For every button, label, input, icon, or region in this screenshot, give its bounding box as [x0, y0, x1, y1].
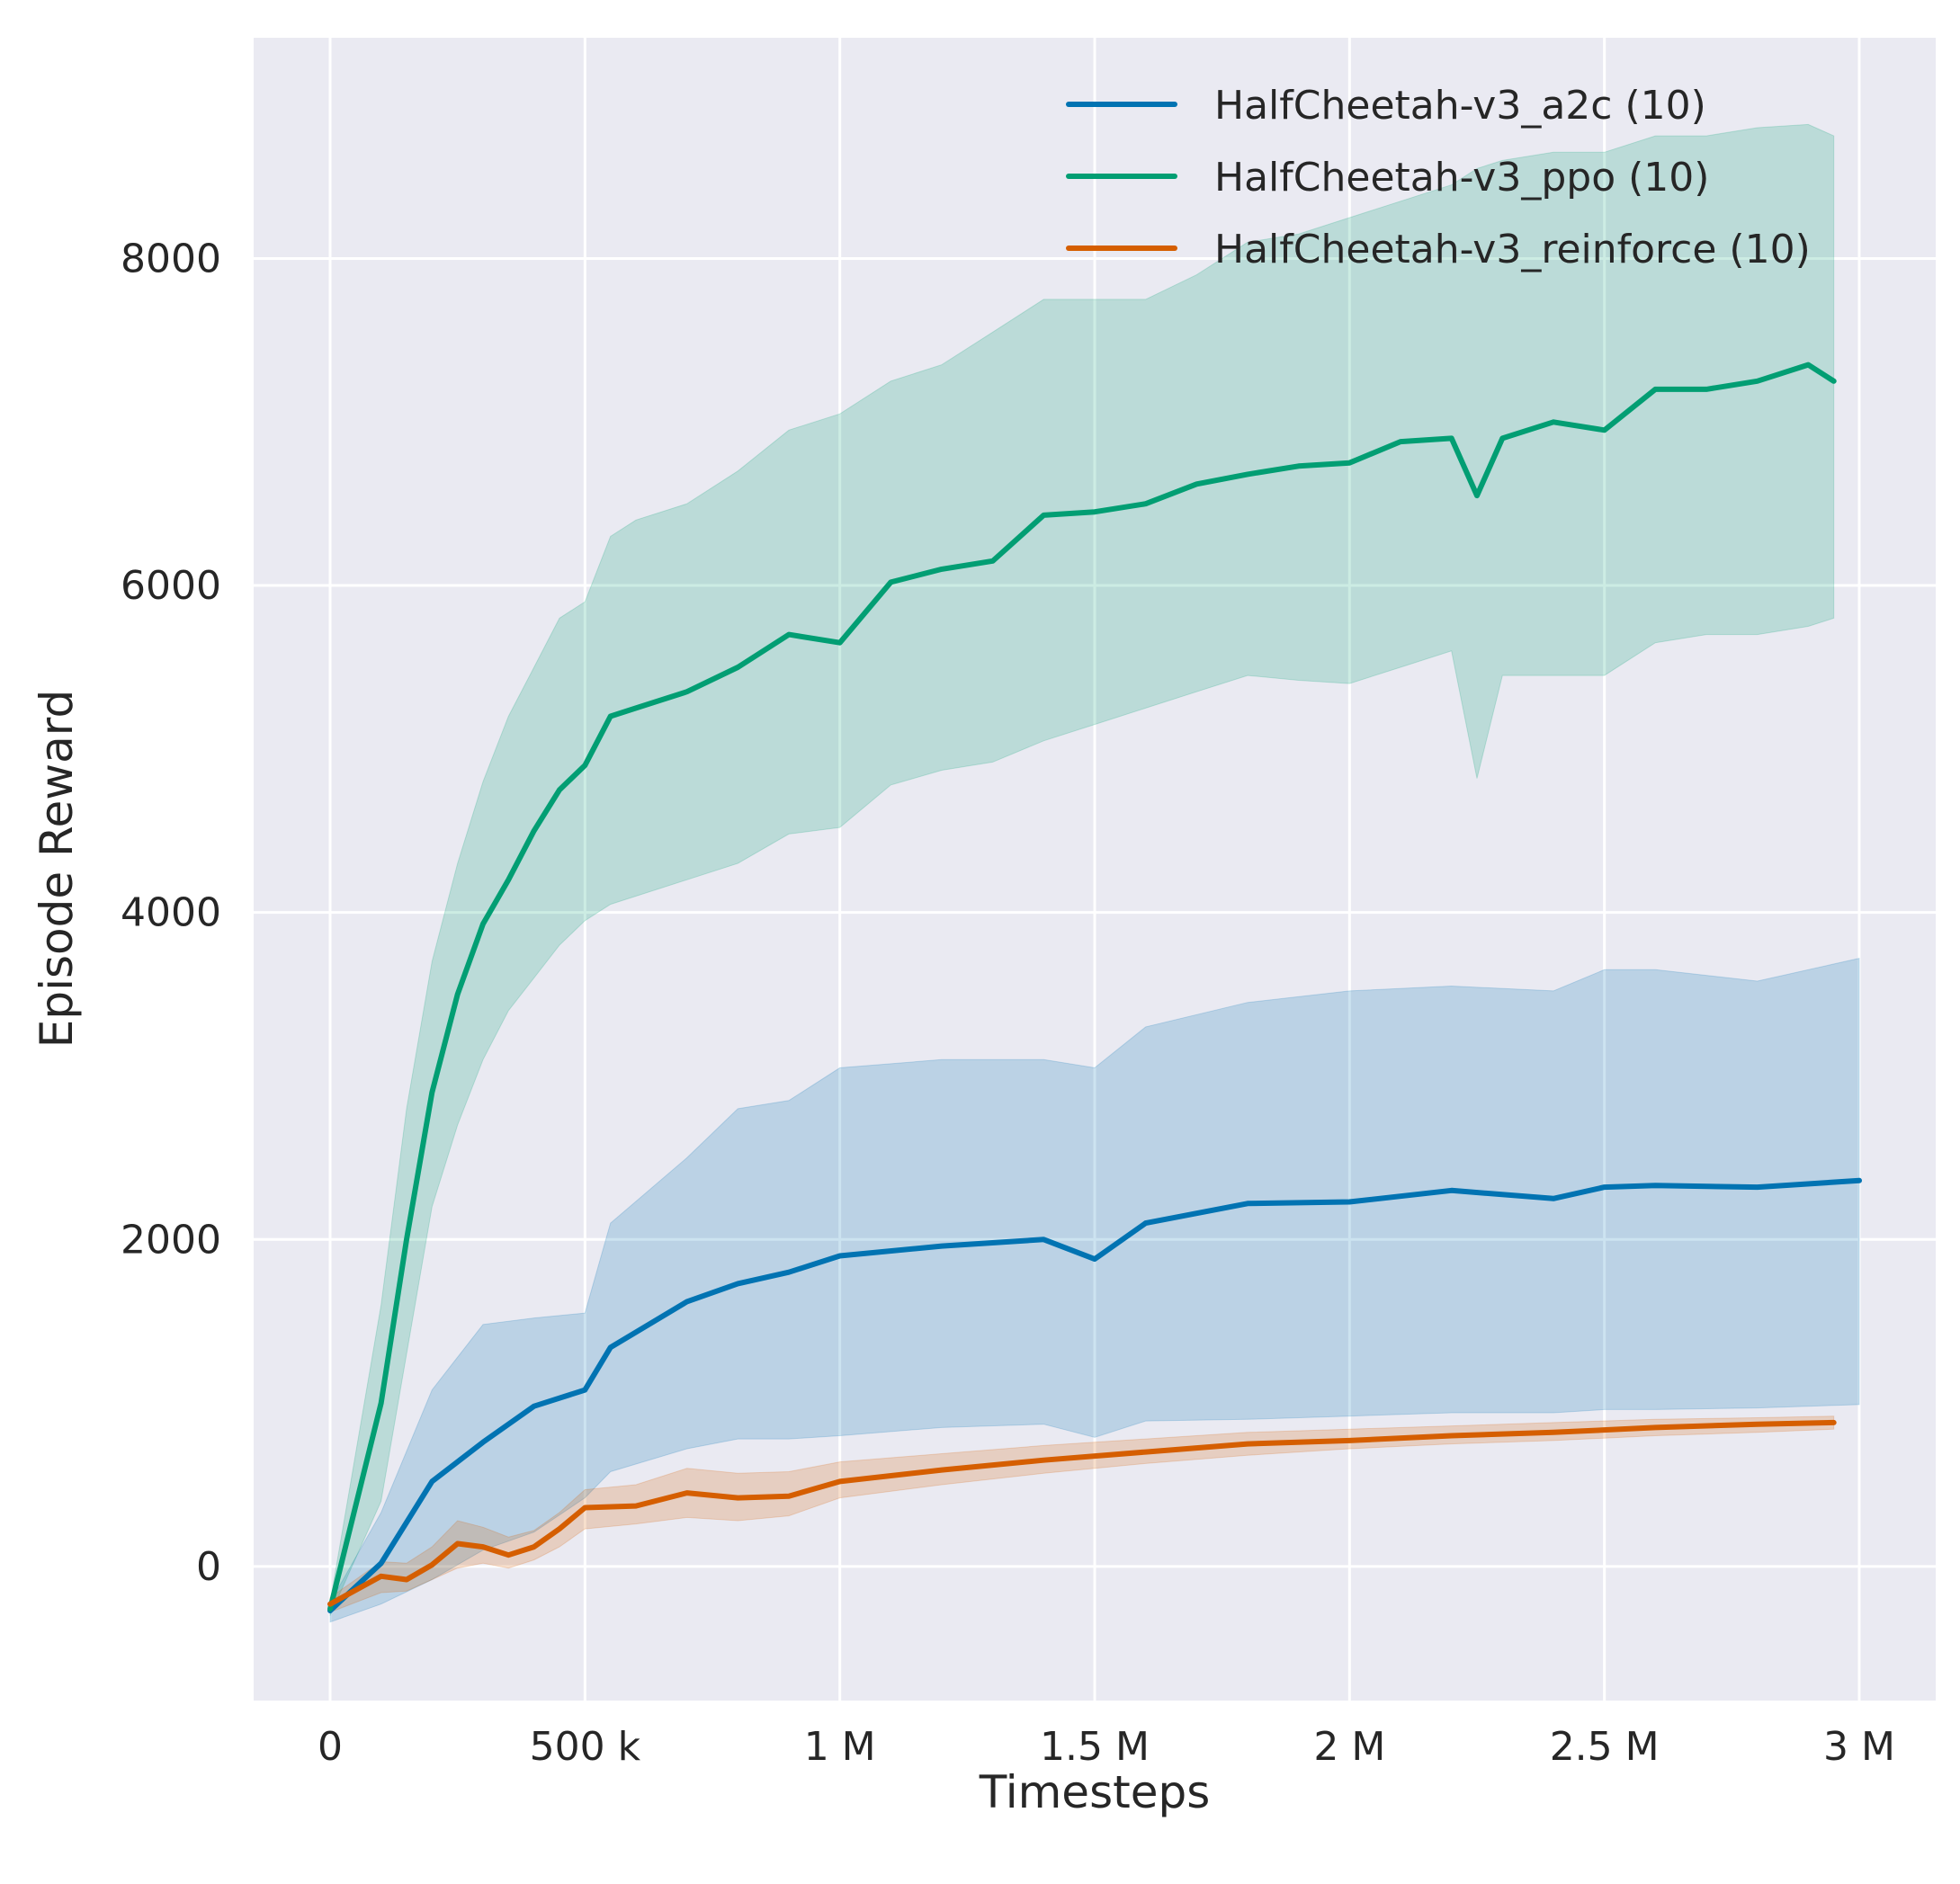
x-tick-label: 1.5 M	[1040, 1724, 1150, 1770]
line-halfcheetah-v3-reinforce-10	[327, 1419, 1837, 1607]
x-axis-label: Timesteps	[979, 1766, 1211, 1818]
line-halfcheetah-v3-a2c-10	[327, 1177, 1862, 1613]
x-tick-label: 3 M	[1823, 1724, 1895, 1770]
y-tick-label: 6000	[121, 563, 221, 609]
x-tick-labels: 0 500 k 1 M 1.5 M 2 M 2.5 M 3 M	[318, 1724, 1895, 1770]
line-halfcheetah-v3-ppo-10	[327, 362, 1837, 1612]
x-tick-label: 0	[318, 1724, 343, 1770]
legend-label: HalfCheetah-v3_a2c (10)	[1214, 83, 1706, 129]
x-tick-label: 1 M	[804, 1724, 876, 1770]
y-tick-labels: 0 2000 4000 6000 8000	[121, 236, 221, 1589]
series-lines	[327, 362, 1862, 1613]
legend-label: HalfCheetah-v3_reinforce (10)	[1214, 227, 1811, 272]
y-tick-label: 8000	[121, 236, 221, 281]
y-axis-label: Episode Reward	[31, 690, 83, 1048]
legend: HalfCheetah-v3_a2c (10) HalfCheetah-v3_pp…	[1066, 83, 1811, 272]
y-tick-label: 4000	[121, 890, 221, 936]
band-halfcheetah-v3-ppo-10	[329, 123, 1835, 1616]
band-halfcheetah-v3-a2c-10	[329, 957, 1860, 1623]
y-tick-label: 0	[196, 1544, 221, 1590]
y-tick-label: 2000	[121, 1217, 221, 1263]
grid-lines	[254, 38, 1936, 1701]
x-tick-label: 500 k	[530, 1724, 641, 1770]
x-tick-label: 2 M	[1313, 1724, 1385, 1770]
legend-label: HalfCheetah-v3_ppo (10)	[1214, 155, 1709, 201]
x-tick-label: 2.5 M	[1550, 1724, 1660, 1770]
